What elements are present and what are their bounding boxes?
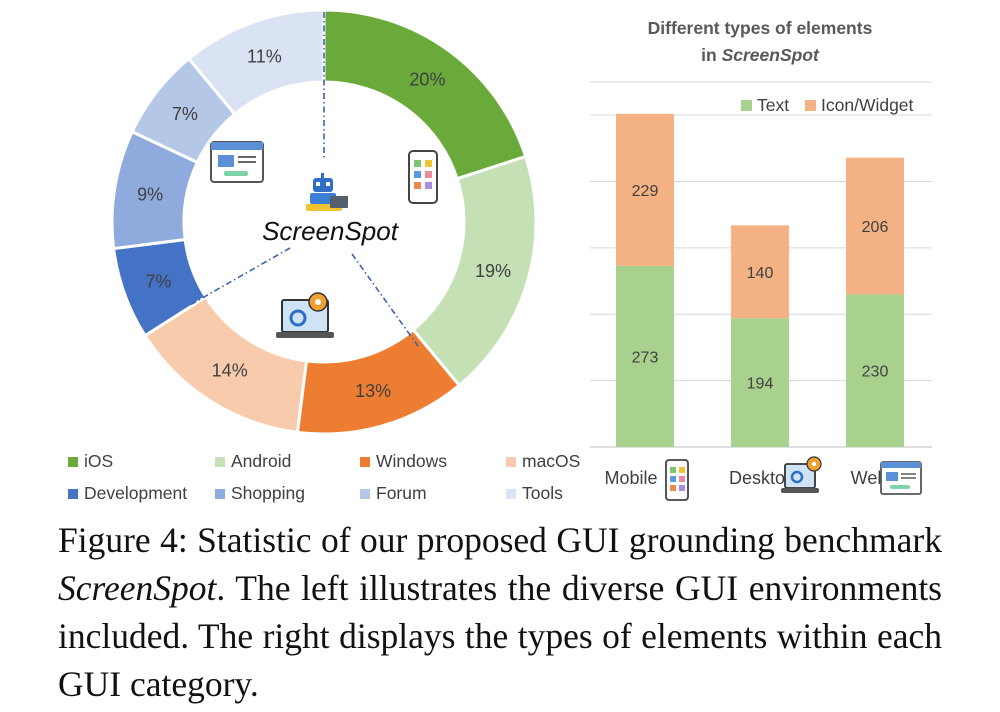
figure-caption: Figure 4: Statistic of our proposed GUI … [58, 516, 942, 708]
bar-legend-label-icon-widget: Icon/Widget [821, 95, 914, 115]
pie-legend-swatch-android [215, 457, 225, 467]
pie-legend-label-windows: Windows [376, 451, 447, 471]
pie-legend-swatch-windows [360, 457, 370, 467]
pie-legend-swatch-forum [360, 489, 370, 499]
bar-legend-swatch-text [741, 100, 752, 111]
web-browser-icon [880, 461, 922, 495]
pie-legend-swatch-tools [506, 489, 516, 499]
bar-label-web-icon-widget: 206 [862, 219, 889, 236]
laptop-gear-icon [276, 292, 334, 338]
donut-slice-label-shopping: 9% [137, 184, 163, 204]
bar-desktop-icon-widget [731, 225, 789, 319]
bar-label-mobile-text: 273 [632, 349, 659, 366]
caption-prefix: Figure 4: Statistic of our proposed GUI … [58, 520, 942, 560]
pie-legend-label-tools: Tools [522, 483, 563, 503]
donut-slice-label-tools: 11% [247, 46, 282, 66]
x-tick-web: Web [851, 468, 888, 488]
x-tick-mobile: Mobile [604, 468, 657, 488]
bar-mobile-icon-widget [616, 113, 674, 266]
bar-x-tick-labels: Mobile Desktop Web [604, 468, 887, 488]
donut-slice-tools [186, 8, 326, 117]
phone-icon [408, 150, 438, 204]
pie-legend-swatch-shopping [215, 489, 225, 499]
bar-chart-title-line1: Different types of elements [648, 18, 873, 38]
bar-desktop-text [731, 318, 789, 447]
pie-legend-label-android: Android [231, 451, 291, 471]
browser-window-icon [210, 141, 264, 183]
pie-legend-label-development: Development [84, 483, 187, 503]
pie-legend-label-shopping: Shopping [231, 483, 305, 503]
donut-dividers [189, 12, 419, 347]
bar-web-icon-widget [846, 157, 904, 295]
bar-chart-title-line2: in ScreenSpot [701, 45, 820, 65]
bar-chart-title-em: ScreenSpot [722, 45, 820, 65]
donut-slice-labels: 20% 19% 13% 14% 7% 9% 7% 11% [137, 46, 511, 401]
bar-label-web-text: 230 [862, 364, 889, 381]
pie-legend-label-forum: Forum [376, 483, 427, 503]
caption-suffix: . The left illustrates the diverse GUI e… [58, 568, 942, 704]
pie-legend-swatch-development [68, 489, 78, 499]
caption-em: ScreenSpot [58, 568, 217, 608]
bar-series: 273 229 194 140 230 206 [616, 113, 904, 447]
pie-legend-swatch-macos [506, 457, 516, 467]
x-tick-desktop: Desktop [729, 468, 795, 488]
divider-left [189, 247, 291, 306]
mobile-phone-icon [665, 459, 689, 501]
donut-slice-label-development: 7% [145, 272, 171, 292]
bar-legend: Text Icon/Widget [741, 95, 914, 115]
bar-label-desktop-icon-widget: 140 [747, 265, 774, 282]
donut-slice-label-macos: 14% [212, 361, 248, 381]
donut-slice-label-ios: 20% [409, 70, 445, 90]
bar-legend-label-text: Text [757, 95, 789, 115]
bar-web-text [846, 294, 904, 447]
bar-legend-swatch-icon-widget [805, 100, 816, 111]
donut-slice-label-windows: 13% [355, 381, 391, 401]
bar-chart-title: Different types of elements in ScreenSpo… [648, 18, 873, 65]
donut-slice-label-forum: 7% [172, 104, 198, 124]
donut-slice-label-android: 19% [475, 261, 511, 281]
pie-legend: iOS Android Windows macOS Development Shoppin… [68, 451, 580, 503]
bar-label-desktop-text: 194 [747, 376, 774, 393]
robot-icon [306, 173, 348, 211]
bar-mobile-text [616, 265, 674, 447]
bar-label-mobile-icon-widget: 229 [632, 183, 659, 200]
donut-chart [110, 8, 538, 436]
pie-legend-swatch-ios [68, 457, 78, 467]
divider-right [351, 253, 419, 347]
pie-legend-label-ios: iOS [84, 451, 113, 471]
donut-center-label: ScreenSpot [262, 216, 400, 246]
pie-legend-label-macos: macOS [522, 451, 580, 471]
desktop-laptop-gear-icon [781, 456, 822, 493]
